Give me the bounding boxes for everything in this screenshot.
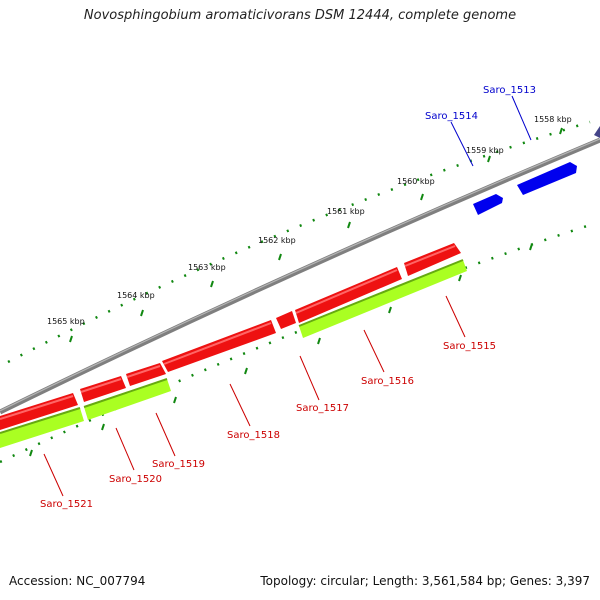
leader-saro-1513 xyxy=(511,95,532,141)
scale-tick-1562 xyxy=(278,253,282,261)
feature-green-1-shade xyxy=(298,259,464,327)
scale-tick-1563 xyxy=(210,280,214,288)
gene-saro-1521[interactable] xyxy=(0,393,78,430)
leader-saro-1516 xyxy=(363,329,385,373)
inner-major-tick xyxy=(388,306,392,314)
genome-backbone xyxy=(0,137,600,415)
gene-label-saro-1518[interactable]: Saro_1518 xyxy=(227,430,280,441)
kbp-label-1558: 1558 kbp xyxy=(534,115,572,124)
scale-tick-1565 xyxy=(69,335,73,343)
gene-saro-1520[interactable] xyxy=(80,376,126,402)
gene-highlight xyxy=(404,245,456,267)
gene-label-saro-1514[interactable]: Saro_1514 xyxy=(425,111,478,122)
feature-green-1[interactable] xyxy=(299,260,467,338)
leader-saro-1521 xyxy=(43,453,64,497)
leader-saro-1518 xyxy=(229,383,251,427)
scale-tick-1561 xyxy=(347,221,351,229)
leader-saro-1520 xyxy=(115,427,135,471)
scale-tick-1559 xyxy=(487,155,491,163)
leader-saro-1514 xyxy=(450,121,474,167)
gene-label-saro-1513[interactable]: Saro_1513 xyxy=(483,85,536,96)
gene-saro-1515[interactable] xyxy=(404,243,461,276)
inner-major-tick xyxy=(173,396,177,404)
inner-scale-track xyxy=(0,223,591,464)
gene-label-saro-1515[interactable]: Saro_1515 xyxy=(443,341,496,352)
inner-scale-ticks xyxy=(0,223,591,464)
kbp-label-1562: 1562 kbp xyxy=(258,236,296,245)
gene-highlight xyxy=(163,322,272,365)
feature-green-2-shade xyxy=(83,378,168,408)
genome-backbone-highlight xyxy=(0,138,600,412)
leader-saro-1517 xyxy=(299,355,320,401)
gene-highlight xyxy=(126,365,161,378)
gene-label-saro-1519[interactable]: Saro_1519 xyxy=(152,459,205,470)
scale-tick-1560 xyxy=(420,193,424,201)
leader-saro-1515 xyxy=(445,295,466,338)
feature-green-3-shade xyxy=(0,407,81,434)
genome-title: Novosphingobium aromaticivorans DSM 1244… xyxy=(83,8,517,23)
green-features xyxy=(0,259,467,448)
inner-major-tick xyxy=(529,243,533,251)
gene-label-saro-1521[interactable]: Saro_1521 xyxy=(40,499,93,510)
kbp-label-1565: 1565 kbp xyxy=(47,317,85,326)
gene-saro-1516[interactable] xyxy=(295,267,402,323)
inner-major-tick xyxy=(244,367,248,375)
kbp-label-1559: 1559 kbp xyxy=(466,146,504,155)
gene-highlight xyxy=(80,378,122,393)
inner-major-tick xyxy=(317,337,321,345)
gene-saro-1519[interactable] xyxy=(126,363,166,386)
gene-saro-1517[interactable] xyxy=(276,311,296,329)
accession-text: Accession: NC_007794 xyxy=(9,574,146,588)
gene-label-saro-1520[interactable]: Saro_1520 xyxy=(109,474,162,485)
gene-saro-1514[interactable] xyxy=(473,194,503,215)
kbp-label-1563: 1563 kbp xyxy=(188,263,226,272)
inner-major-tick xyxy=(458,274,462,282)
kbp-label-1564: 1564 kbp xyxy=(117,291,155,300)
reverse-genes xyxy=(0,243,461,430)
forward-genes xyxy=(473,126,600,215)
feature-green-3[interactable] xyxy=(0,408,84,448)
inner-major-tick xyxy=(101,423,105,431)
gene-edge-fragment[interactable] xyxy=(594,126,600,138)
inner-major-tick xyxy=(29,449,33,457)
gene-labels: Saro_1513 Saro_1514 Saro_1515 Saro_1516 … xyxy=(40,85,536,510)
gene-highlight xyxy=(295,269,398,314)
scale-tick-1564 xyxy=(140,309,144,317)
kbp-labels: 1558 kbp 1559 kbp 1560 kbp 1561 kbp 1562… xyxy=(47,115,572,326)
genome-summary-text: Topology: circular; Length: 3,561,584 bp… xyxy=(260,574,590,588)
scale-tick-1558 xyxy=(559,127,563,135)
gene-leader-lines xyxy=(43,95,532,497)
gene-saro-1513[interactable] xyxy=(517,162,577,195)
kbp-label-1561: 1561 kbp xyxy=(327,207,365,216)
leader-saro-1519 xyxy=(155,412,176,457)
outer-scale-ticks xyxy=(7,120,591,364)
gene-highlight xyxy=(0,395,74,420)
feature-green-2[interactable] xyxy=(84,379,171,420)
gene-label-saro-1517[interactable]: Saro_1517 xyxy=(296,403,349,414)
kbp-label-1560: 1560 kbp xyxy=(397,177,435,186)
gene-label-saro-1516[interactable]: Saro_1516 xyxy=(361,376,414,387)
